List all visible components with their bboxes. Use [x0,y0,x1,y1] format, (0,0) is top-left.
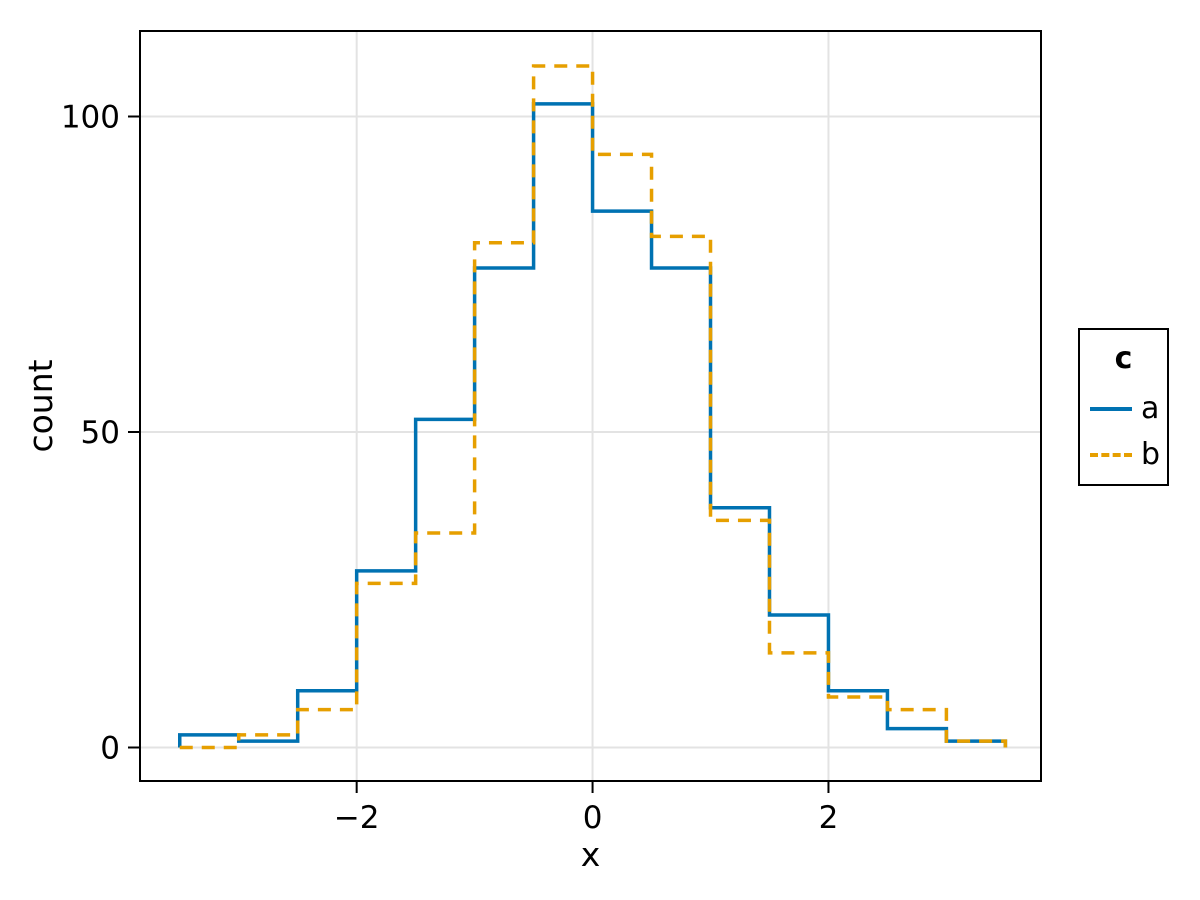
axis-labels: −2 0 2 0 50 100 x count [21,99,838,874]
legend: c a b [1078,328,1169,486]
legend-entry-a: a [1090,392,1159,426]
grid-lines [140,31,1041,781]
y-tick-label: 0 [100,730,120,766]
axes [128,30,1042,793]
plot-border [139,30,1042,782]
series-a-step-line [177,102,1008,748]
series-b-step-line [179,64,1008,750]
legend-label-a: a [1141,391,1160,426]
legend-dashed-line-icon [1090,453,1132,457]
x-tick-label: 2 [819,800,839,836]
y-axis-label: count [21,359,60,452]
series-lines [177,64,1008,750]
y-tick-label: 100 [61,99,120,135]
legend-solid-line-icon [1090,407,1132,411]
x-tick-label: −2 [334,800,380,836]
x-tick-label: 0 [583,800,603,836]
legend-entry-b: b [1090,438,1160,472]
y-tick-label: 50 [81,415,120,451]
legend-title: c [1114,341,1133,376]
legend-label-b: b [1141,437,1161,472]
x-axis-label: x [581,835,601,874]
